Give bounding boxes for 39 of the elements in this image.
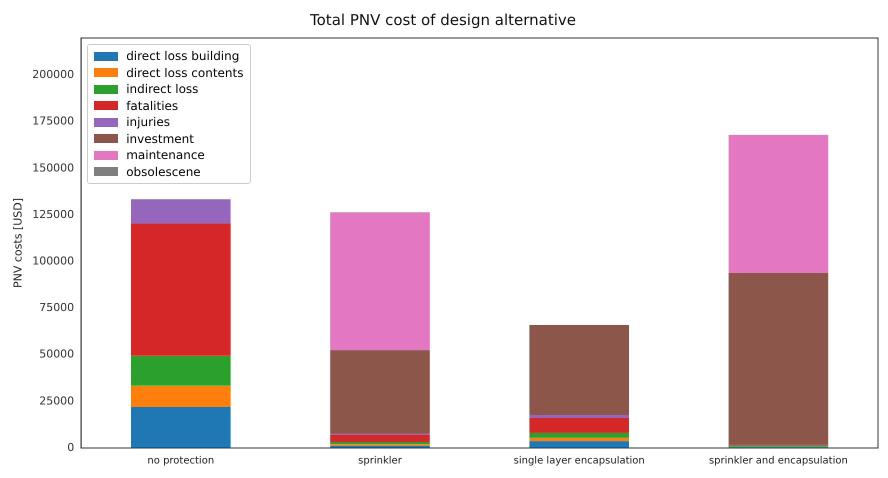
legend-label: obsolescene: [126, 164, 201, 179]
legend-label: injuries: [126, 115, 170, 130]
y-tick-label: 50000: [39, 348, 74, 361]
legend-label: investment: [126, 132, 194, 146]
y-tick-label: 75000: [39, 301, 74, 314]
bar: [330, 212, 430, 350]
x-tick-label: sprinkler and encapsulation: [708, 456, 848, 467]
legend-label: direct loss building: [126, 49, 240, 64]
y-tick-label: 175000: [32, 114, 74, 128]
bar: [330, 434, 430, 442]
bar: [130, 199, 231, 224]
y-tick-label: 125000: [32, 208, 74, 221]
y-tick-label: 25000: [39, 394, 74, 408]
legend-label: indirect loss: [126, 82, 198, 96]
bar: [529, 441, 629, 448]
bar: [529, 325, 629, 416]
bar: [529, 438, 629, 442]
y-tick-label: 150000: [32, 161, 74, 174]
bar: [130, 356, 231, 386]
bar: [529, 415, 629, 418]
y-tick-label: 100000: [32, 254, 74, 268]
y-axis-title: PNV costs [USD]: [11, 198, 24, 288]
x-tick-label: no protection: [147, 456, 214, 467]
legend-label: fatalities: [126, 98, 178, 113]
legend-label: direct loss contents: [126, 66, 244, 80]
x-tick-label: sprinkler: [358, 456, 403, 467]
bar: [130, 223, 231, 356]
legend-label: maintenance: [126, 148, 205, 162]
y-tick-label: 200000: [32, 68, 74, 82]
bar: [529, 432, 629, 438]
bar: [529, 418, 629, 433]
bar: [130, 386, 231, 407]
chart-title: Total PNV cost of design alternative: [309, 10, 576, 29]
bar: [130, 407, 231, 448]
x-tick-label: single layer encapsulation: [514, 456, 645, 467]
y-tick-label: 0: [67, 440, 74, 454]
bar: [330, 350, 430, 434]
bar: [728, 134, 828, 273]
bar: [728, 272, 828, 445]
